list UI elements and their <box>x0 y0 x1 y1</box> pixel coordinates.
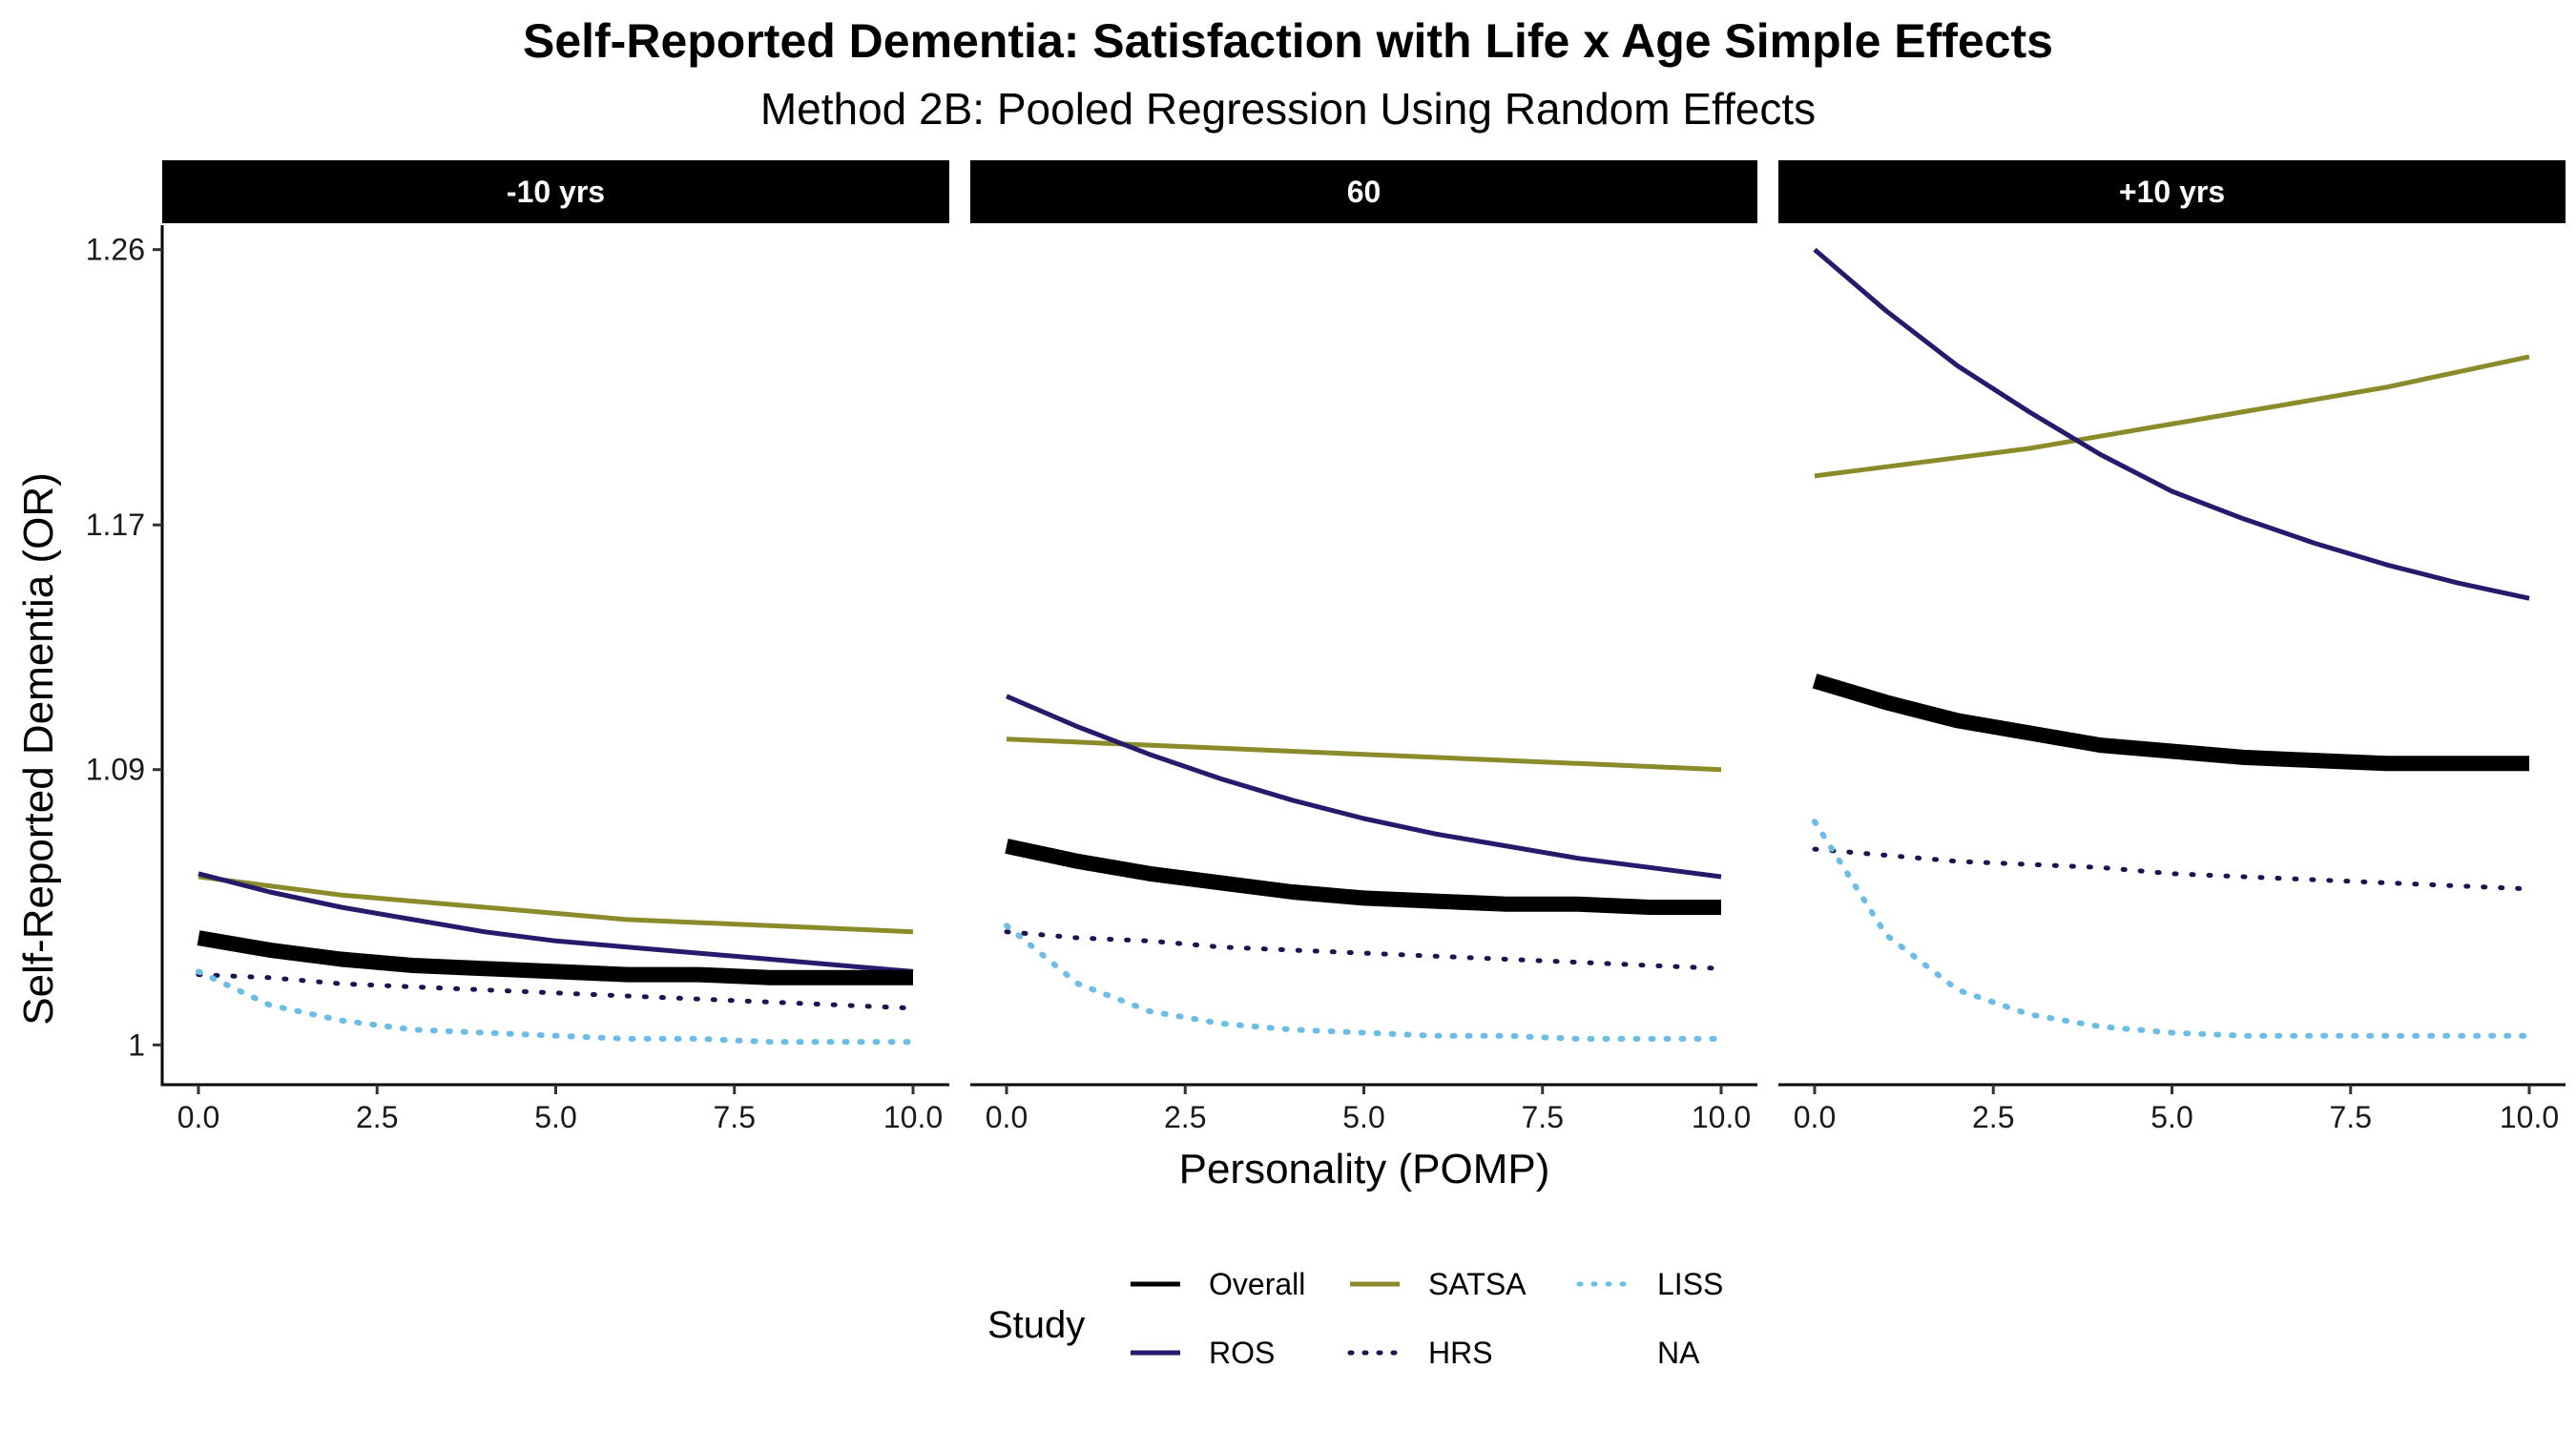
facet-strip-label: 60 <box>1347 175 1381 209</box>
x-tick-label: 2.5 <box>1164 1100 1206 1134</box>
facet-strip <box>970 160 1757 223</box>
series-line-overall <box>1812 674 2529 772</box>
x-axis-title: Personality (POMP) <box>1179 1146 1550 1192</box>
chart-subtitle: Method 2B: Pooled Regression Using Rando… <box>760 84 1816 134</box>
series-line-satsa <box>1006 736 1722 773</box>
y-axis: 1 1.09 1.17 1.26 <box>86 225 164 1087</box>
legend-label: Overall <box>1209 1267 1305 1301</box>
x-tick-label: 10.0 <box>2500 1100 2559 1134</box>
legend-label: HRS <box>1428 1336 1493 1370</box>
facet-strip <box>162 160 949 223</box>
x-tick-label: 7.5 <box>2330 1100 2372 1134</box>
facet-panel: 60 0.0 2.5 5.0 7.5 10.0 <box>970 160 1757 1134</box>
legend-title: Study <box>987 1304 1085 1346</box>
series-line-ros <box>1006 694 1722 880</box>
y-axis-title: Self-Reported Dementia (OR) <box>15 472 62 1026</box>
legend-label: LISS <box>1657 1267 1723 1301</box>
x-tick-label: 0.0 <box>1794 1100 1836 1134</box>
x-tick-label: 5.0 <box>1342 1100 1384 1134</box>
x-tick-label: 7.5 <box>1522 1100 1564 1134</box>
facet-panel: -10 yrs 0.0 2.5 5.0 7.5 10.0 <box>162 160 949 1134</box>
series-line-satsa <box>197 874 914 935</box>
legend-item-overall: Overall <box>1131 1267 1305 1301</box>
legend-item-na: NA <box>1657 1336 1700 1370</box>
y-tick-label: 1 <box>128 1027 145 1062</box>
legend-item-hrs: HRS <box>1347 1336 1493 1370</box>
legend-item-liss: LISS <box>1576 1267 1723 1301</box>
x-tick-label: 10.0 <box>883 1100 943 1134</box>
series-line-liss <box>1812 819 2532 1039</box>
y-tick-label: 1.17 <box>86 508 145 542</box>
x-tick-label: 5.0 <box>534 1100 576 1134</box>
x-tick-label: 0.0 <box>177 1100 219 1134</box>
x-tick-label: 2.5 <box>356 1100 398 1134</box>
x-tick-label: 0.0 <box>986 1100 1028 1134</box>
x-tick-label: 2.5 <box>1972 1100 2014 1134</box>
facet-panels: -10 yrs 0.0 2.5 5.0 7.5 10.0 60 0.0 2.5 5.0 7.5 10.… <box>162 160 2566 1134</box>
x-tick-label: 10.0 <box>1692 1100 1751 1134</box>
legend-item-ros: ROS <box>1131 1336 1275 1370</box>
series-line-ros <box>1813 247 2530 601</box>
facet-strip-label: +10 yrs <box>2119 175 2225 209</box>
x-tick-label: 5.0 <box>2150 1100 2192 1134</box>
y-tick-label: 1.09 <box>86 753 145 787</box>
legend-label: ROS <box>1209 1336 1275 1370</box>
chart-title: Self-Reported Dementia: Satisfaction wit… <box>523 14 2053 68</box>
series-lines <box>196 871 916 1046</box>
legend-label: SATSA <box>1428 1267 1527 1301</box>
series-line-liss <box>1004 923 1724 1042</box>
series-line-hrs <box>1004 929 1724 971</box>
series-line-overall <box>197 930 913 985</box>
series-line-hrs <box>196 972 916 1011</box>
series-line-ros <box>197 871 914 974</box>
series-line-hrs <box>1812 846 2532 892</box>
y-tick-label: 1.26 <box>86 233 145 267</box>
series-line-liss <box>196 968 916 1046</box>
legend-label: NA <box>1657 1336 1700 1370</box>
series-line-satsa <box>1814 354 2530 479</box>
legend-item-satsa: SATSA <box>1350 1267 1527 1301</box>
facet-panel: +10 yrs 0.0 2.5 5.0 7.5 10.0 <box>1778 160 2566 1134</box>
facet-strip-label: -10 yrs <box>507 175 605 209</box>
legend: Study Overall ROS SATSA HRS LISS NA <box>987 1267 1723 1370</box>
facet-strip <box>1778 160 2566 223</box>
series-line-overall <box>1005 839 1721 915</box>
series-lines <box>1812 247 2532 1039</box>
series-lines <box>1004 694 1724 1042</box>
x-tick-label: 7.5 <box>714 1100 756 1134</box>
